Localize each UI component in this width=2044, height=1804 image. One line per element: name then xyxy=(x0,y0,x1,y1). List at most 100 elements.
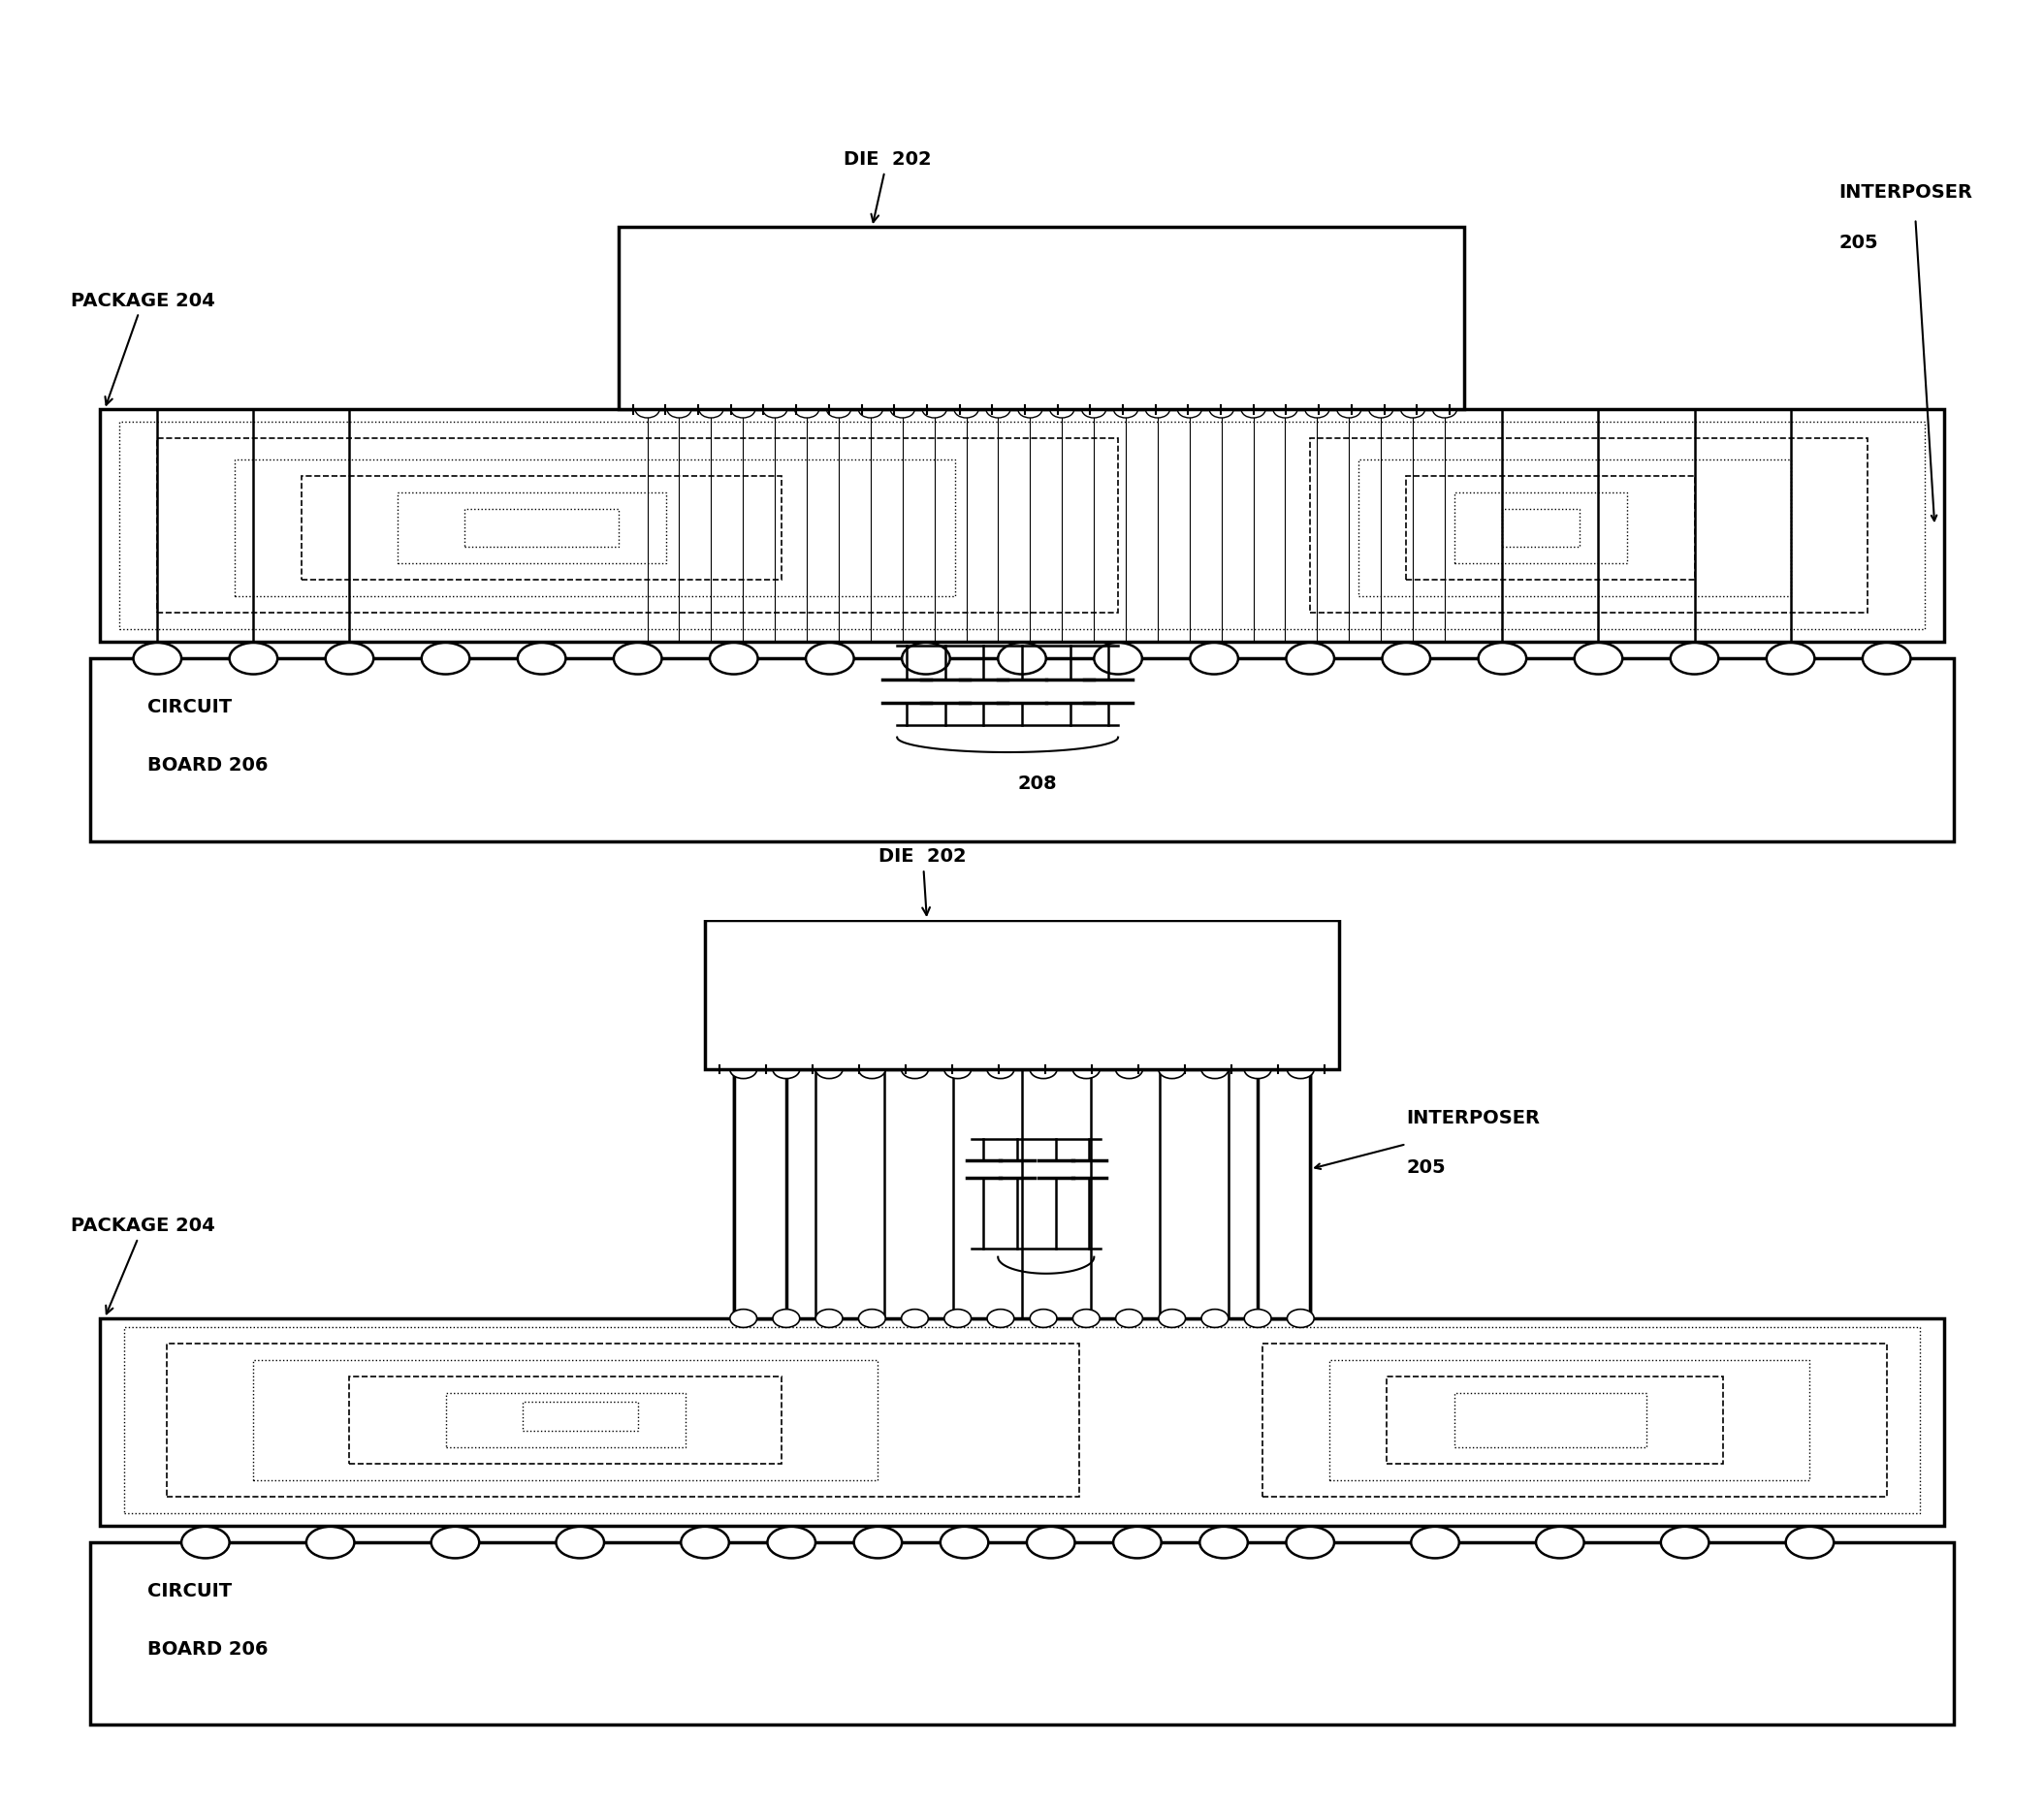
Ellipse shape xyxy=(1245,1061,1271,1079)
Ellipse shape xyxy=(1114,400,1139,419)
Ellipse shape xyxy=(1200,1526,1247,1559)
Ellipse shape xyxy=(1114,1526,1161,1559)
Ellipse shape xyxy=(517,642,566,675)
Ellipse shape xyxy=(556,1526,605,1559)
Ellipse shape xyxy=(1288,1061,1314,1079)
Ellipse shape xyxy=(1116,1061,1143,1079)
Text: DIE  202: DIE 202 xyxy=(844,150,932,222)
Bar xyxy=(446,1393,687,1447)
Ellipse shape xyxy=(1337,400,1361,419)
Ellipse shape xyxy=(709,642,758,675)
Bar xyxy=(1257,1070,1310,1319)
Bar xyxy=(1310,438,1868,613)
Ellipse shape xyxy=(681,1526,730,1559)
Ellipse shape xyxy=(699,400,724,419)
Bar xyxy=(397,492,666,563)
Ellipse shape xyxy=(1369,400,1392,419)
Ellipse shape xyxy=(1306,400,1329,419)
Ellipse shape xyxy=(1433,400,1457,419)
Ellipse shape xyxy=(431,1526,478,1559)
Ellipse shape xyxy=(1670,642,1719,675)
Ellipse shape xyxy=(636,400,660,419)
Ellipse shape xyxy=(730,1310,756,1328)
Ellipse shape xyxy=(1286,1526,1335,1559)
Text: INTERPOSER: INTERPOSER xyxy=(1840,184,1972,202)
Ellipse shape xyxy=(1662,1526,1709,1559)
Ellipse shape xyxy=(1245,1310,1271,1328)
Ellipse shape xyxy=(1030,1061,1057,1079)
Ellipse shape xyxy=(816,1061,842,1079)
Bar xyxy=(1263,1344,1887,1497)
Ellipse shape xyxy=(766,1526,816,1559)
Bar xyxy=(253,1360,879,1479)
Ellipse shape xyxy=(901,642,950,675)
Bar xyxy=(734,1070,1310,1319)
Text: INTERPOSER: INTERPOSER xyxy=(1406,1109,1539,1128)
Ellipse shape xyxy=(854,1526,901,1559)
Ellipse shape xyxy=(1535,1526,1584,1559)
Ellipse shape xyxy=(666,400,691,419)
Ellipse shape xyxy=(1400,400,1425,419)
Bar xyxy=(303,476,783,579)
Ellipse shape xyxy=(1288,1310,1314,1328)
Ellipse shape xyxy=(1051,400,1073,419)
Ellipse shape xyxy=(1862,642,1911,675)
Ellipse shape xyxy=(1073,1061,1100,1079)
Ellipse shape xyxy=(987,1061,1014,1079)
Ellipse shape xyxy=(1073,1310,1100,1328)
Ellipse shape xyxy=(858,1310,885,1328)
Bar xyxy=(1329,1360,1809,1479)
Ellipse shape xyxy=(730,1061,756,1079)
Ellipse shape xyxy=(944,1061,971,1079)
Ellipse shape xyxy=(1382,642,1431,675)
Ellipse shape xyxy=(891,400,914,419)
Ellipse shape xyxy=(325,642,374,675)
Bar xyxy=(523,1402,638,1431)
Text: 205: 205 xyxy=(1406,1158,1445,1178)
Text: 205: 205 xyxy=(1840,233,1878,253)
Ellipse shape xyxy=(1094,642,1143,675)
Ellipse shape xyxy=(985,400,1010,419)
Ellipse shape xyxy=(1190,642,1239,675)
Bar xyxy=(100,410,1944,642)
Ellipse shape xyxy=(901,1310,928,1328)
Ellipse shape xyxy=(1026,1526,1075,1559)
Ellipse shape xyxy=(1030,1310,1057,1328)
Text: CIRCUIT: CIRCUIT xyxy=(147,1582,233,1600)
Text: 208: 208 xyxy=(1018,774,1057,794)
Bar xyxy=(464,509,619,547)
Ellipse shape xyxy=(826,400,850,419)
Ellipse shape xyxy=(944,1310,971,1328)
Bar xyxy=(1502,509,1580,547)
Ellipse shape xyxy=(1159,1061,1186,1079)
Ellipse shape xyxy=(1241,400,1265,419)
Ellipse shape xyxy=(1786,1526,1833,1559)
Ellipse shape xyxy=(1574,642,1623,675)
Ellipse shape xyxy=(1766,642,1815,675)
Ellipse shape xyxy=(613,642,662,675)
Text: PACKAGE 204: PACKAGE 204 xyxy=(72,292,215,404)
Ellipse shape xyxy=(1286,642,1335,675)
Bar xyxy=(1359,460,1791,595)
Ellipse shape xyxy=(182,1526,229,1559)
Ellipse shape xyxy=(1210,400,1233,419)
Ellipse shape xyxy=(762,400,787,419)
Bar xyxy=(705,920,1339,1070)
Ellipse shape xyxy=(229,642,278,675)
Ellipse shape xyxy=(773,1061,799,1079)
Text: BOARD 206: BOARD 206 xyxy=(147,1640,268,1658)
Ellipse shape xyxy=(1145,400,1169,419)
Ellipse shape xyxy=(901,1061,928,1079)
Ellipse shape xyxy=(997,642,1047,675)
Ellipse shape xyxy=(858,1061,885,1079)
Bar xyxy=(90,1542,1954,1725)
Bar xyxy=(168,1344,1079,1497)
Bar xyxy=(350,1376,783,1463)
Ellipse shape xyxy=(805,642,854,675)
Ellipse shape xyxy=(1202,1061,1228,1079)
Bar xyxy=(119,422,1925,630)
Ellipse shape xyxy=(1410,1526,1459,1559)
Text: 208: 208 xyxy=(1100,1283,1139,1302)
Ellipse shape xyxy=(1273,400,1298,419)
Bar xyxy=(157,438,1118,613)
